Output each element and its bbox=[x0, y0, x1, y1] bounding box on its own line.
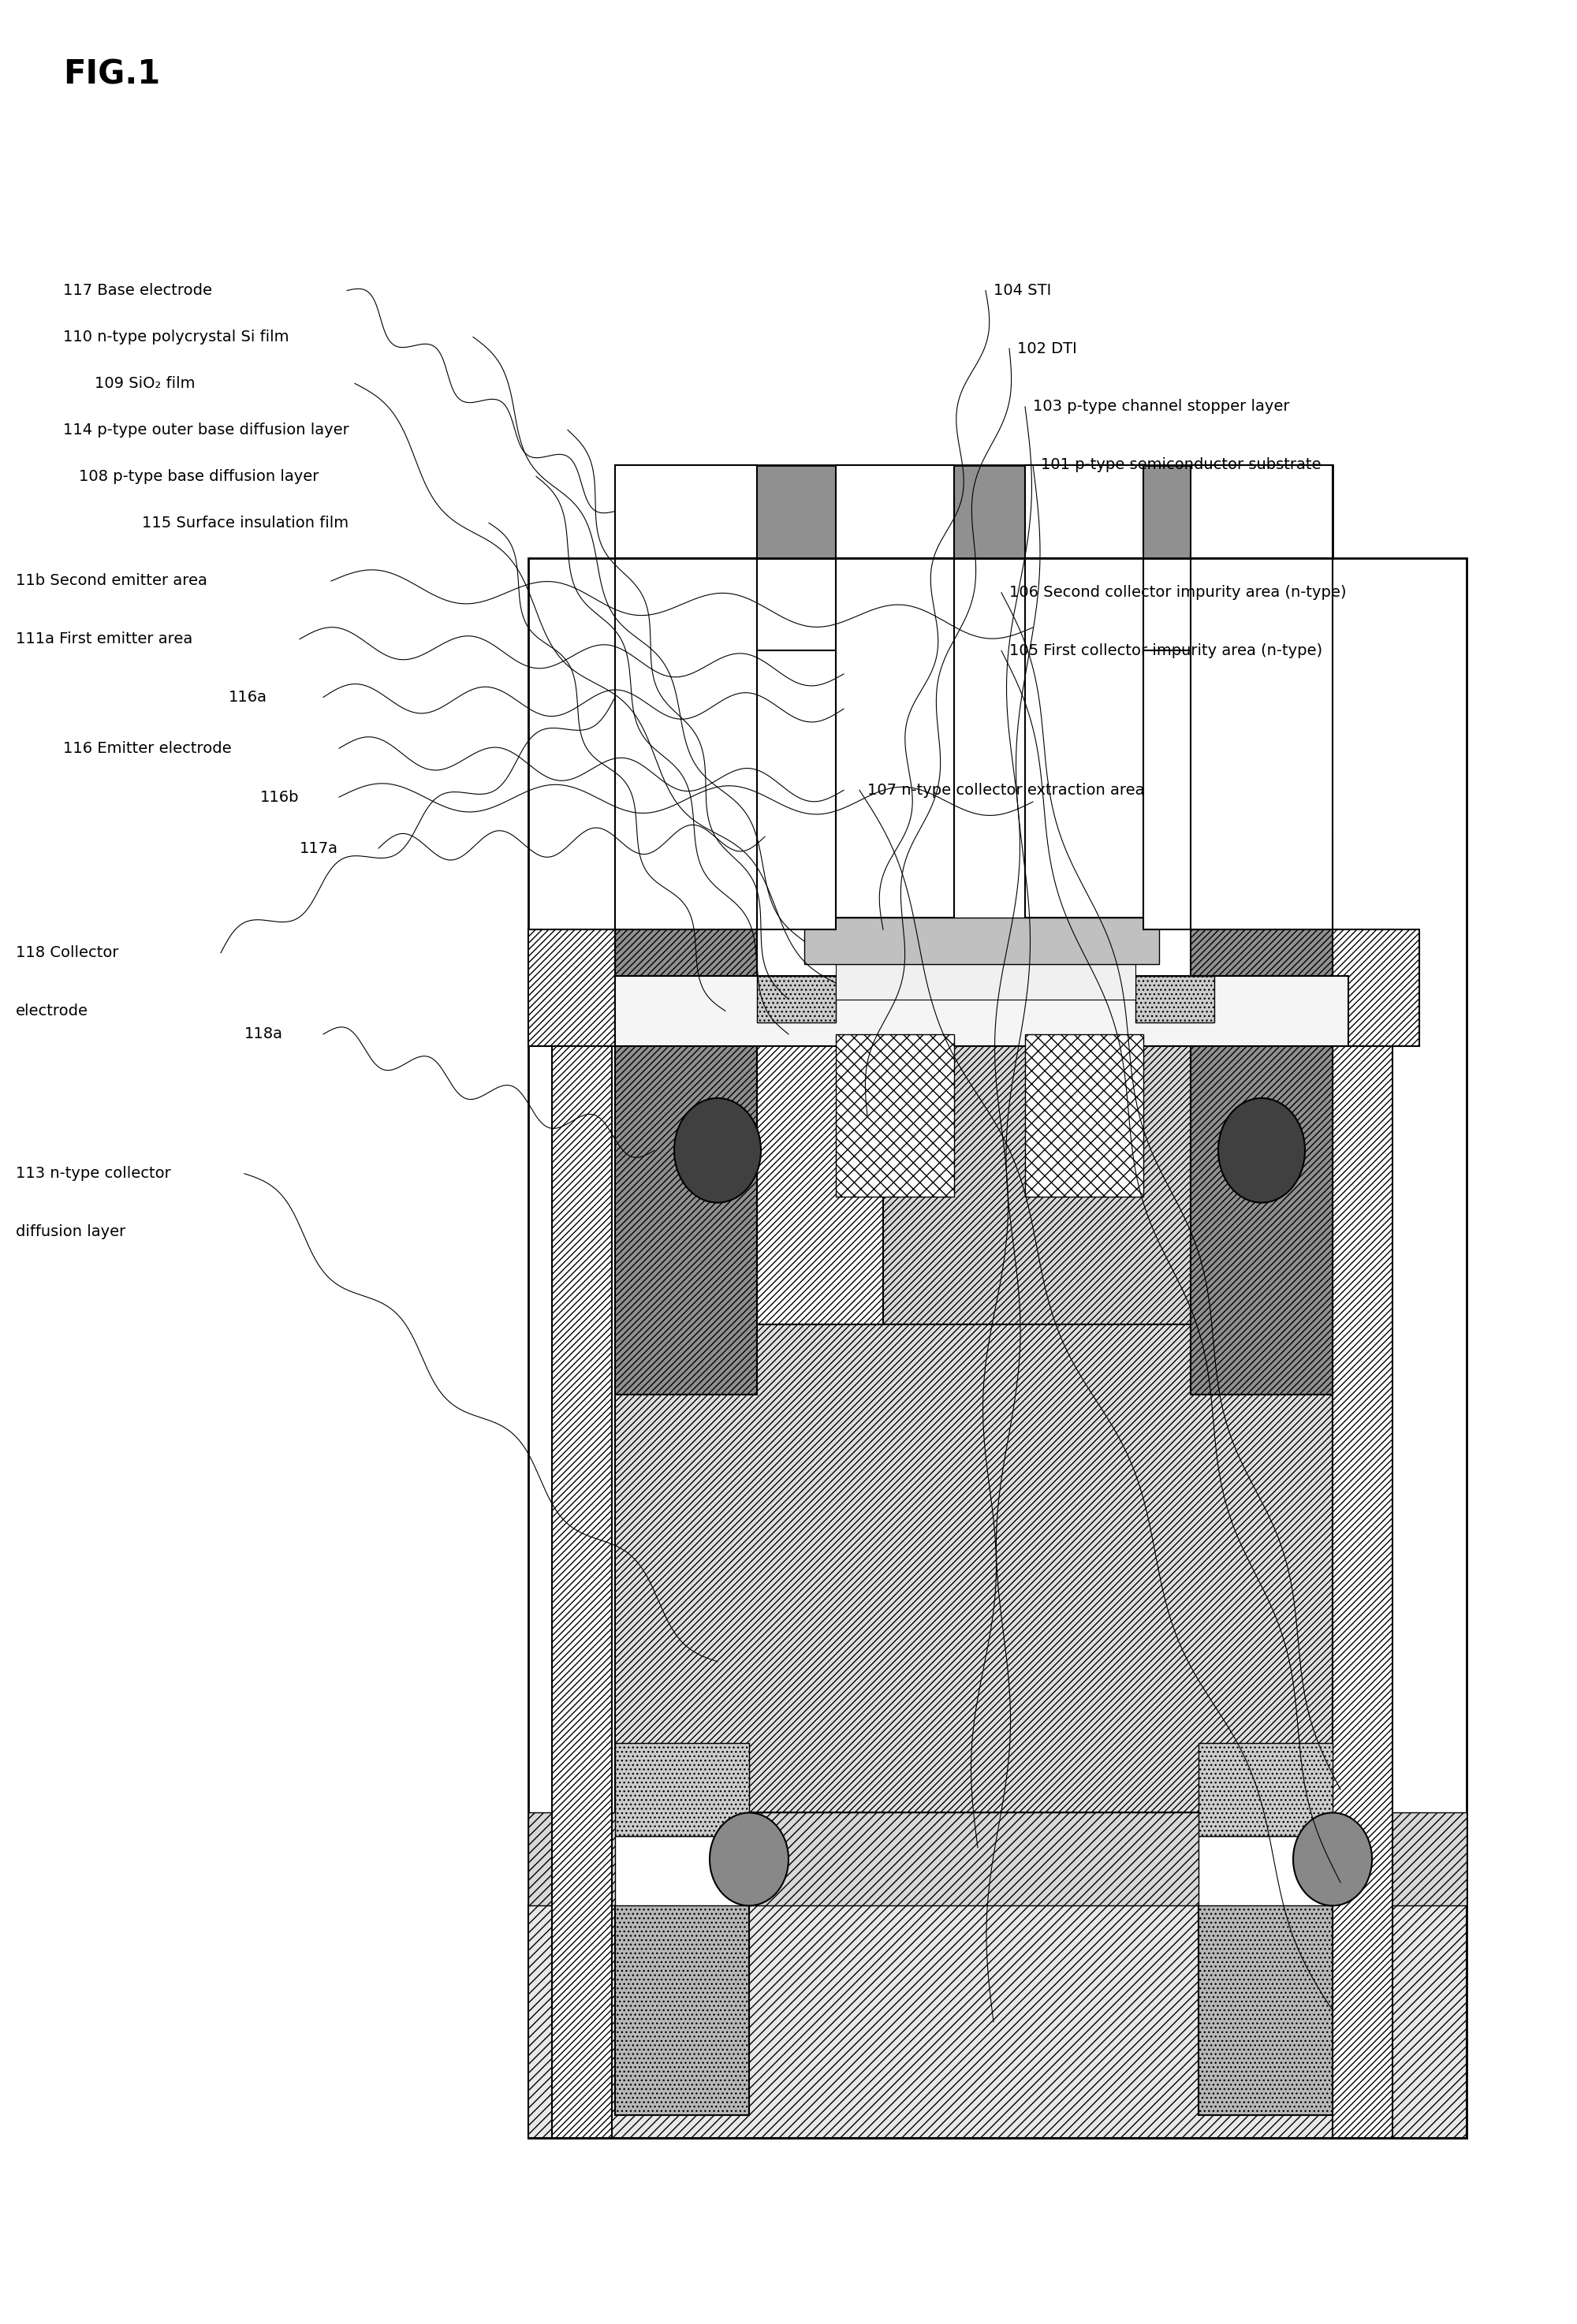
Ellipse shape bbox=[1217, 1099, 1306, 1204]
Bar bbox=[1333, 930, 1392, 2138]
Bar bbox=[615, 837, 757, 1394]
Bar bbox=[1191, 465, 1333, 558]
Bar bbox=[757, 651, 836, 930]
Bar bbox=[615, 558, 757, 930]
Bar bbox=[528, 558, 1467, 2138]
Bar bbox=[757, 976, 836, 1023]
Bar bbox=[615, 1836, 749, 1906]
Bar bbox=[528, 930, 615, 1046]
Bar bbox=[1143, 651, 1222, 930]
Bar bbox=[1191, 558, 1333, 930]
Bar bbox=[615, 1743, 749, 1836]
Text: 107 n-type collector extraction area: 107 n-type collector extraction area bbox=[867, 783, 1145, 797]
Text: diffusion layer: diffusion layer bbox=[16, 1225, 126, 1239]
Bar bbox=[1135, 976, 1214, 1023]
Text: 116 Emitter electrode: 116 Emitter electrode bbox=[63, 741, 232, 755]
Ellipse shape bbox=[710, 1813, 788, 1906]
Bar bbox=[1333, 930, 1419, 1046]
Bar bbox=[836, 465, 954, 558]
Bar bbox=[1025, 465, 1143, 558]
Bar bbox=[1199, 1743, 1333, 1836]
Bar bbox=[1199, 1906, 1333, 2115]
Text: 108 p-type base diffusion layer: 108 p-type base diffusion layer bbox=[79, 469, 319, 483]
Bar bbox=[615, 1906, 749, 2115]
Text: 116b: 116b bbox=[260, 790, 300, 804]
Text: 109 SiO₂ film: 109 SiO₂ film bbox=[95, 376, 196, 390]
Text: 118a: 118a bbox=[244, 1027, 284, 1041]
Bar bbox=[836, 500, 954, 918]
Bar bbox=[615, 1116, 1333, 1813]
Bar bbox=[528, 1813, 1467, 1906]
Bar bbox=[757, 1023, 883, 1325]
Bar bbox=[1025, 500, 1143, 918]
Bar bbox=[1199, 1836, 1333, 1906]
Text: 113 n-type collector: 113 n-type collector bbox=[16, 1167, 170, 1181]
Bar bbox=[615, 465, 757, 558]
Bar bbox=[757, 1023, 1333, 1325]
Text: 102 DTI: 102 DTI bbox=[1017, 342, 1077, 356]
Bar bbox=[528, 1906, 1467, 2138]
Bar bbox=[552, 930, 612, 2138]
Bar bbox=[836, 1034, 954, 1197]
Text: 114 p-type outer base diffusion layer: 114 p-type outer base diffusion layer bbox=[63, 423, 349, 437]
Bar bbox=[615, 976, 1348, 1046]
Text: 104 STI: 104 STI bbox=[994, 284, 1052, 297]
Text: 110 n-type polycrystal Si film: 110 n-type polycrystal Si film bbox=[63, 330, 289, 344]
Bar bbox=[615, 465, 1333, 558]
Text: 101 p-type semiconductor substrate: 101 p-type semiconductor substrate bbox=[1041, 458, 1322, 472]
Text: 103 p-type channel stopper layer: 103 p-type channel stopper layer bbox=[1033, 400, 1290, 414]
Text: 116a: 116a bbox=[229, 690, 268, 704]
Bar bbox=[1025, 1034, 1143, 1197]
Text: 105 First collector impurity area (n-type): 105 First collector impurity area (n-typ… bbox=[1009, 644, 1323, 658]
Text: 106 Second collector impurity area (n-type): 106 Second collector impurity area (n-ty… bbox=[1009, 586, 1347, 600]
Ellipse shape bbox=[1293, 1813, 1372, 1906]
Text: 118 Collector: 118 Collector bbox=[16, 946, 118, 960]
Ellipse shape bbox=[675, 1099, 760, 1204]
Text: 111a First emitter area: 111a First emitter area bbox=[16, 632, 192, 646]
Bar bbox=[836, 964, 1135, 999]
Bar bbox=[1199, 1023, 1325, 1325]
Bar bbox=[1191, 837, 1333, 1394]
Text: 11b Second emitter area: 11b Second emitter area bbox=[16, 574, 207, 588]
Text: FIG.1: FIG.1 bbox=[63, 58, 161, 91]
Bar bbox=[804, 918, 1159, 964]
Text: electrode: electrode bbox=[16, 1004, 88, 1018]
Text: 117a: 117a bbox=[300, 841, 337, 855]
Text: 115 Surface insulation film: 115 Surface insulation film bbox=[142, 516, 349, 530]
Text: 117 Base electrode: 117 Base electrode bbox=[63, 284, 211, 297]
